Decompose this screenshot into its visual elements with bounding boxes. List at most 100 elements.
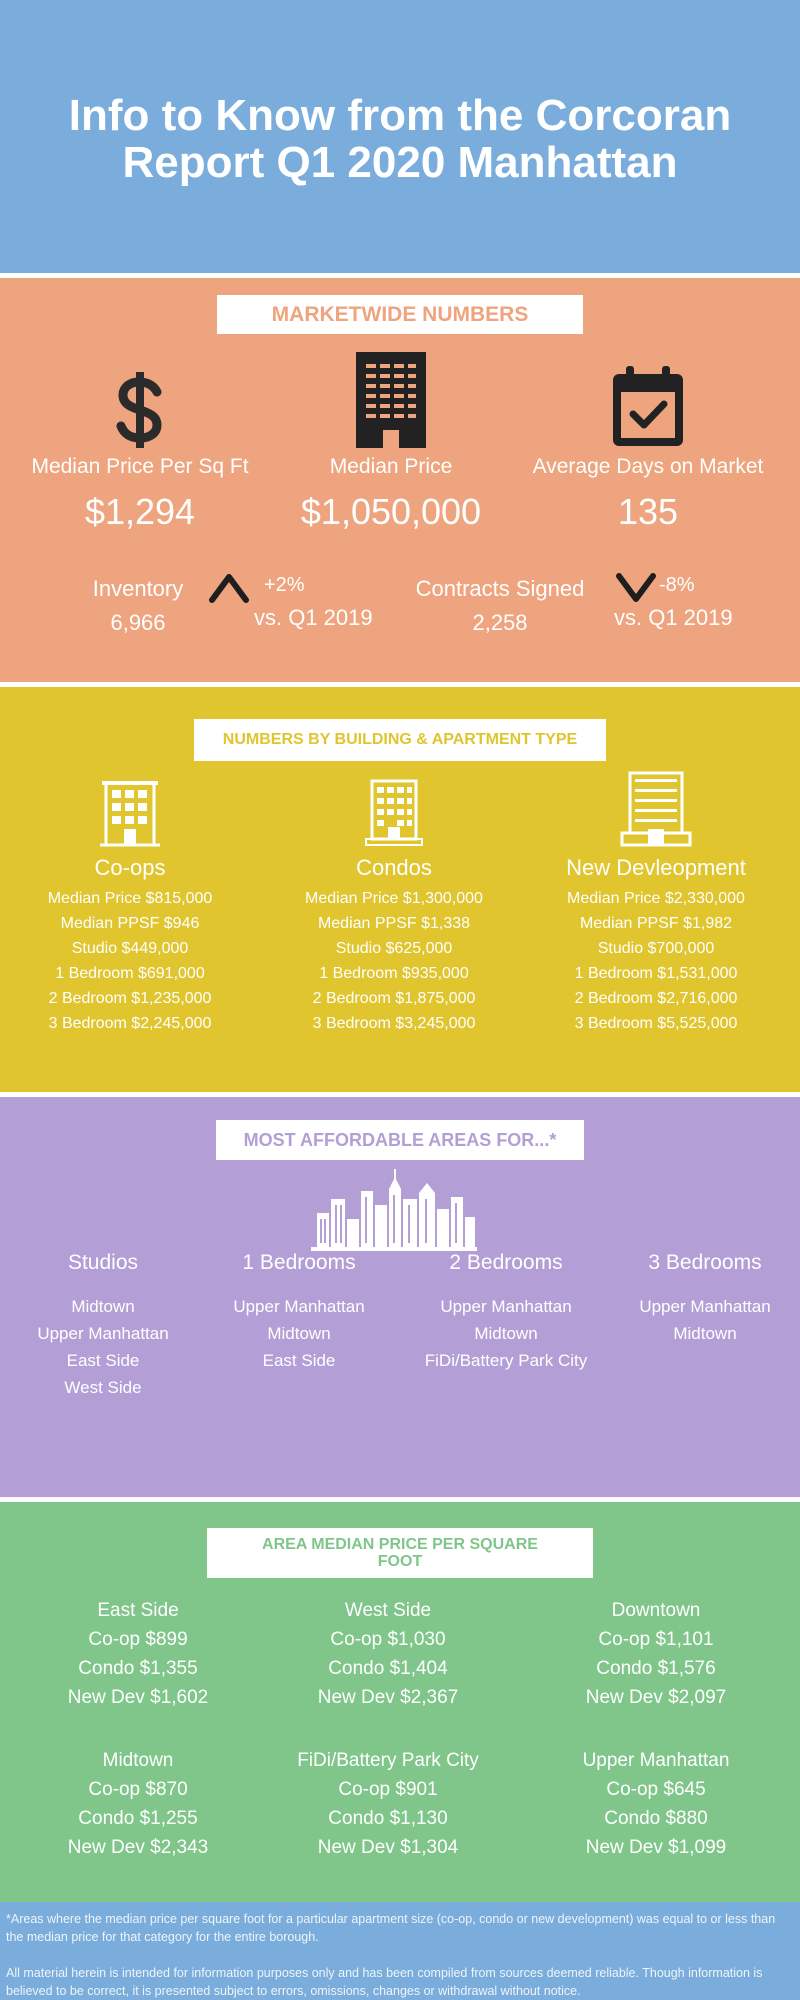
list-item: 2 Bedroom $1,235,000	[48, 990, 212, 1007]
list-item: New Dev $1,602	[67, 1687, 209, 1708]
list-item: Median Price $1,300,000	[305, 890, 483, 907]
list-item: FiDi/Battery Park City	[424, 1351, 588, 1370]
new-development-stats-list: Median Price $2,330,000 Median PPSF $1,9…	[526, 886, 786, 1036]
coop-column: Co-ops Median Price $815,000 Median PPSF…	[0, 775, 260, 1036]
list-item: Midtown	[71, 1297, 135, 1316]
affordable-heading: MOST AFFORDABLE AREAS FOR...*	[216, 1120, 584, 1160]
city-skyline-icon	[311, 1169, 477, 1256]
area-upper-manhattan: Upper Manhattan Co-op $645 Condo $880 Ne…	[526, 1746, 786, 1862]
marketwide-section: MARKETWIDE NUMBERS Median Price Per Sq F…	[0, 278, 800, 682]
list-item: Studio $625,000	[335, 940, 453, 957]
list-item: Co-op $1,101	[598, 1629, 714, 1650]
list-item: 1 Bedroom $1,531,000	[574, 965, 738, 982]
list-item: Co-op $901	[338, 1779, 438, 1800]
condo-column: Condos Median Price $1,300,000 Median PP…	[264, 775, 524, 1036]
inventory-change: +2% vs. Q1 2019	[254, 574, 373, 631]
list-item: East Side	[262, 1351, 336, 1370]
inventory-change-pct: +2%	[264, 574, 305, 596]
list-item: 3 Bedroom $2,245,000	[48, 1015, 212, 1032]
list-item: Midtown	[267, 1324, 331, 1343]
apartment-size-name: 2 Bedrooms	[449, 1251, 563, 1274]
contracts-change-pct: -8%	[659, 574, 695, 596]
list-item: Midtown	[474, 1324, 538, 1343]
list-item: West Side	[64, 1378, 142, 1397]
area-name: Downtown	[611, 1600, 701, 1621]
contracts-compare: vs. Q1 2019	[614, 605, 733, 630]
building-icon	[261, 352, 521, 448]
list-item: Upper Manhattan	[639, 1297, 771, 1316]
coop-stats-list: Median Price $815,000 Median PPSF $946 S…	[0, 886, 260, 1036]
contracts-label: Contracts Signed	[415, 576, 585, 601]
list-item: Median PPSF $1,982	[579, 915, 733, 932]
median-price-stat: Median Price $1,050,000	[261, 352, 521, 533]
list-item: Upper Manhattan	[37, 1324, 169, 1343]
list-item: New Dev $2,367	[317, 1687, 459, 1708]
title-banner: Info to Know from the Corcoran Report Q1…	[0, 0, 800, 273]
one-bedroom-column: 1 Bedrooms Upper Manhattan Midtown East …	[199, 1251, 399, 1374]
area-name: FiDi/Battery Park City	[297, 1750, 479, 1771]
apartment-size-name: 1 Bedrooms	[242, 1251, 356, 1274]
list-item: Co-op $870	[88, 1779, 188, 1800]
studios-column: Studios Midtown Upper Manhattan East Sid…	[3, 1251, 203, 1401]
stat-label: Median Price Per Sq Ft	[31, 455, 249, 478]
area-downtown: Downtown Co-op $1,101 Condo $1,576 New D…	[526, 1596, 786, 1712]
list-item: Condo $1,576	[596, 1658, 716, 1679]
coop-building-icon	[0, 775, 260, 847]
list-item: Median PPSF $1,338	[317, 915, 471, 932]
list-item: 3 Bedroom $3,245,000	[312, 1015, 476, 1032]
two-bedroom-column: 2 Bedrooms Upper Manhattan Midtown FiDi/…	[406, 1251, 606, 1374]
list-item: New Dev $1,099	[585, 1837, 727, 1858]
stat-value: $1,050,000	[300, 491, 482, 532]
list-item: Upper Manhattan	[233, 1297, 365, 1316]
list-item: Condo $1,355	[78, 1658, 198, 1679]
condo-stats-list: Median Price $1,300,000 Median PPSF $1,3…	[264, 886, 524, 1036]
list-item: Studio $700,000	[597, 940, 715, 957]
disclaimer: All material herein is intended for info…	[6, 1966, 763, 1998]
list-item: Condo $880	[604, 1808, 708, 1829]
area-east-side: East Side Co-op $899 Condo $1,355 New De…	[8, 1596, 268, 1712]
contracts-signed-stat: Contracts Signed 2,258	[400, 576, 600, 636]
list-item: Midtown	[673, 1324, 737, 1343]
building-type-heading: NUMBERS BY BUILDING & APARTMENT TYPE	[194, 719, 606, 761]
inventory-label: Inventory	[92, 576, 184, 601]
list-item: Condo $1,404	[328, 1658, 448, 1679]
contracts-value: 2,258	[472, 610, 528, 635]
page-title: Info to Know from the Corcoran Report Q1…	[68, 91, 732, 187]
calendar-check-icon	[518, 364, 778, 448]
list-item: 1 Bedroom $935,000	[319, 965, 469, 982]
building-type-section: NUMBERS BY BUILDING & APARTMENT TYPE Co-…	[0, 687, 800, 1092]
list-item: New Dev $1,304	[317, 1837, 459, 1858]
footer: *Areas where the median price per square…	[0, 1902, 800, 2000]
divider	[0, 682, 800, 687]
apartment-size-name: Studios	[67, 1251, 139, 1274]
dollar-icon	[10, 364, 270, 448]
area-name: Upper Manhattan	[582, 1750, 730, 1771]
divider	[0, 1092, 800, 1097]
average-days-stat: Average Days on Market 135	[518, 364, 778, 533]
stat-label: Median Price	[329, 455, 453, 478]
stat-value: $1,294	[84, 491, 196, 532]
area-ppsf-heading: AREA MEDIAN PRICE PER SQUARE FOOT	[207, 1528, 593, 1578]
list-item: Co-op $645	[606, 1779, 706, 1800]
area-name: West Side	[344, 1600, 432, 1621]
list-item: East Side	[66, 1351, 140, 1370]
inventory-compare: vs. Q1 2019	[254, 605, 373, 630]
building-type-name: Co-ops	[94, 855, 166, 880]
building-type-name: Condos	[356, 855, 432, 880]
list-item: Median Price $2,330,000	[567, 890, 745, 907]
stat-value: 135	[617, 491, 679, 532]
affordable-areas-section: MOST AFFORDABLE AREAS FOR...*	[0, 1097, 800, 1497]
apartment-size-name: 3 Bedrooms	[648, 1251, 762, 1274]
list-item: Co-op $1,030	[330, 1629, 446, 1650]
list-item: New Dev $2,097	[585, 1687, 727, 1708]
chevron-up-icon	[207, 571, 251, 610]
building-type-name: New Devleopment	[566, 855, 746, 880]
area-name: Midtown	[102, 1750, 174, 1771]
new-development-column: New Devleopment Median Price $2,330,000 …	[526, 771, 786, 1036]
list-item: 1 Bedroom $691,000	[55, 965, 205, 982]
list-item: New Dev $2,343	[67, 1837, 209, 1858]
list-item: 2 Bedroom $2,716,000	[574, 990, 738, 1007]
chevron-down-icon	[614, 571, 658, 610]
footnote: *Areas where the median price per square…	[6, 1912, 776, 1944]
area-name: East Side	[97, 1600, 179, 1621]
